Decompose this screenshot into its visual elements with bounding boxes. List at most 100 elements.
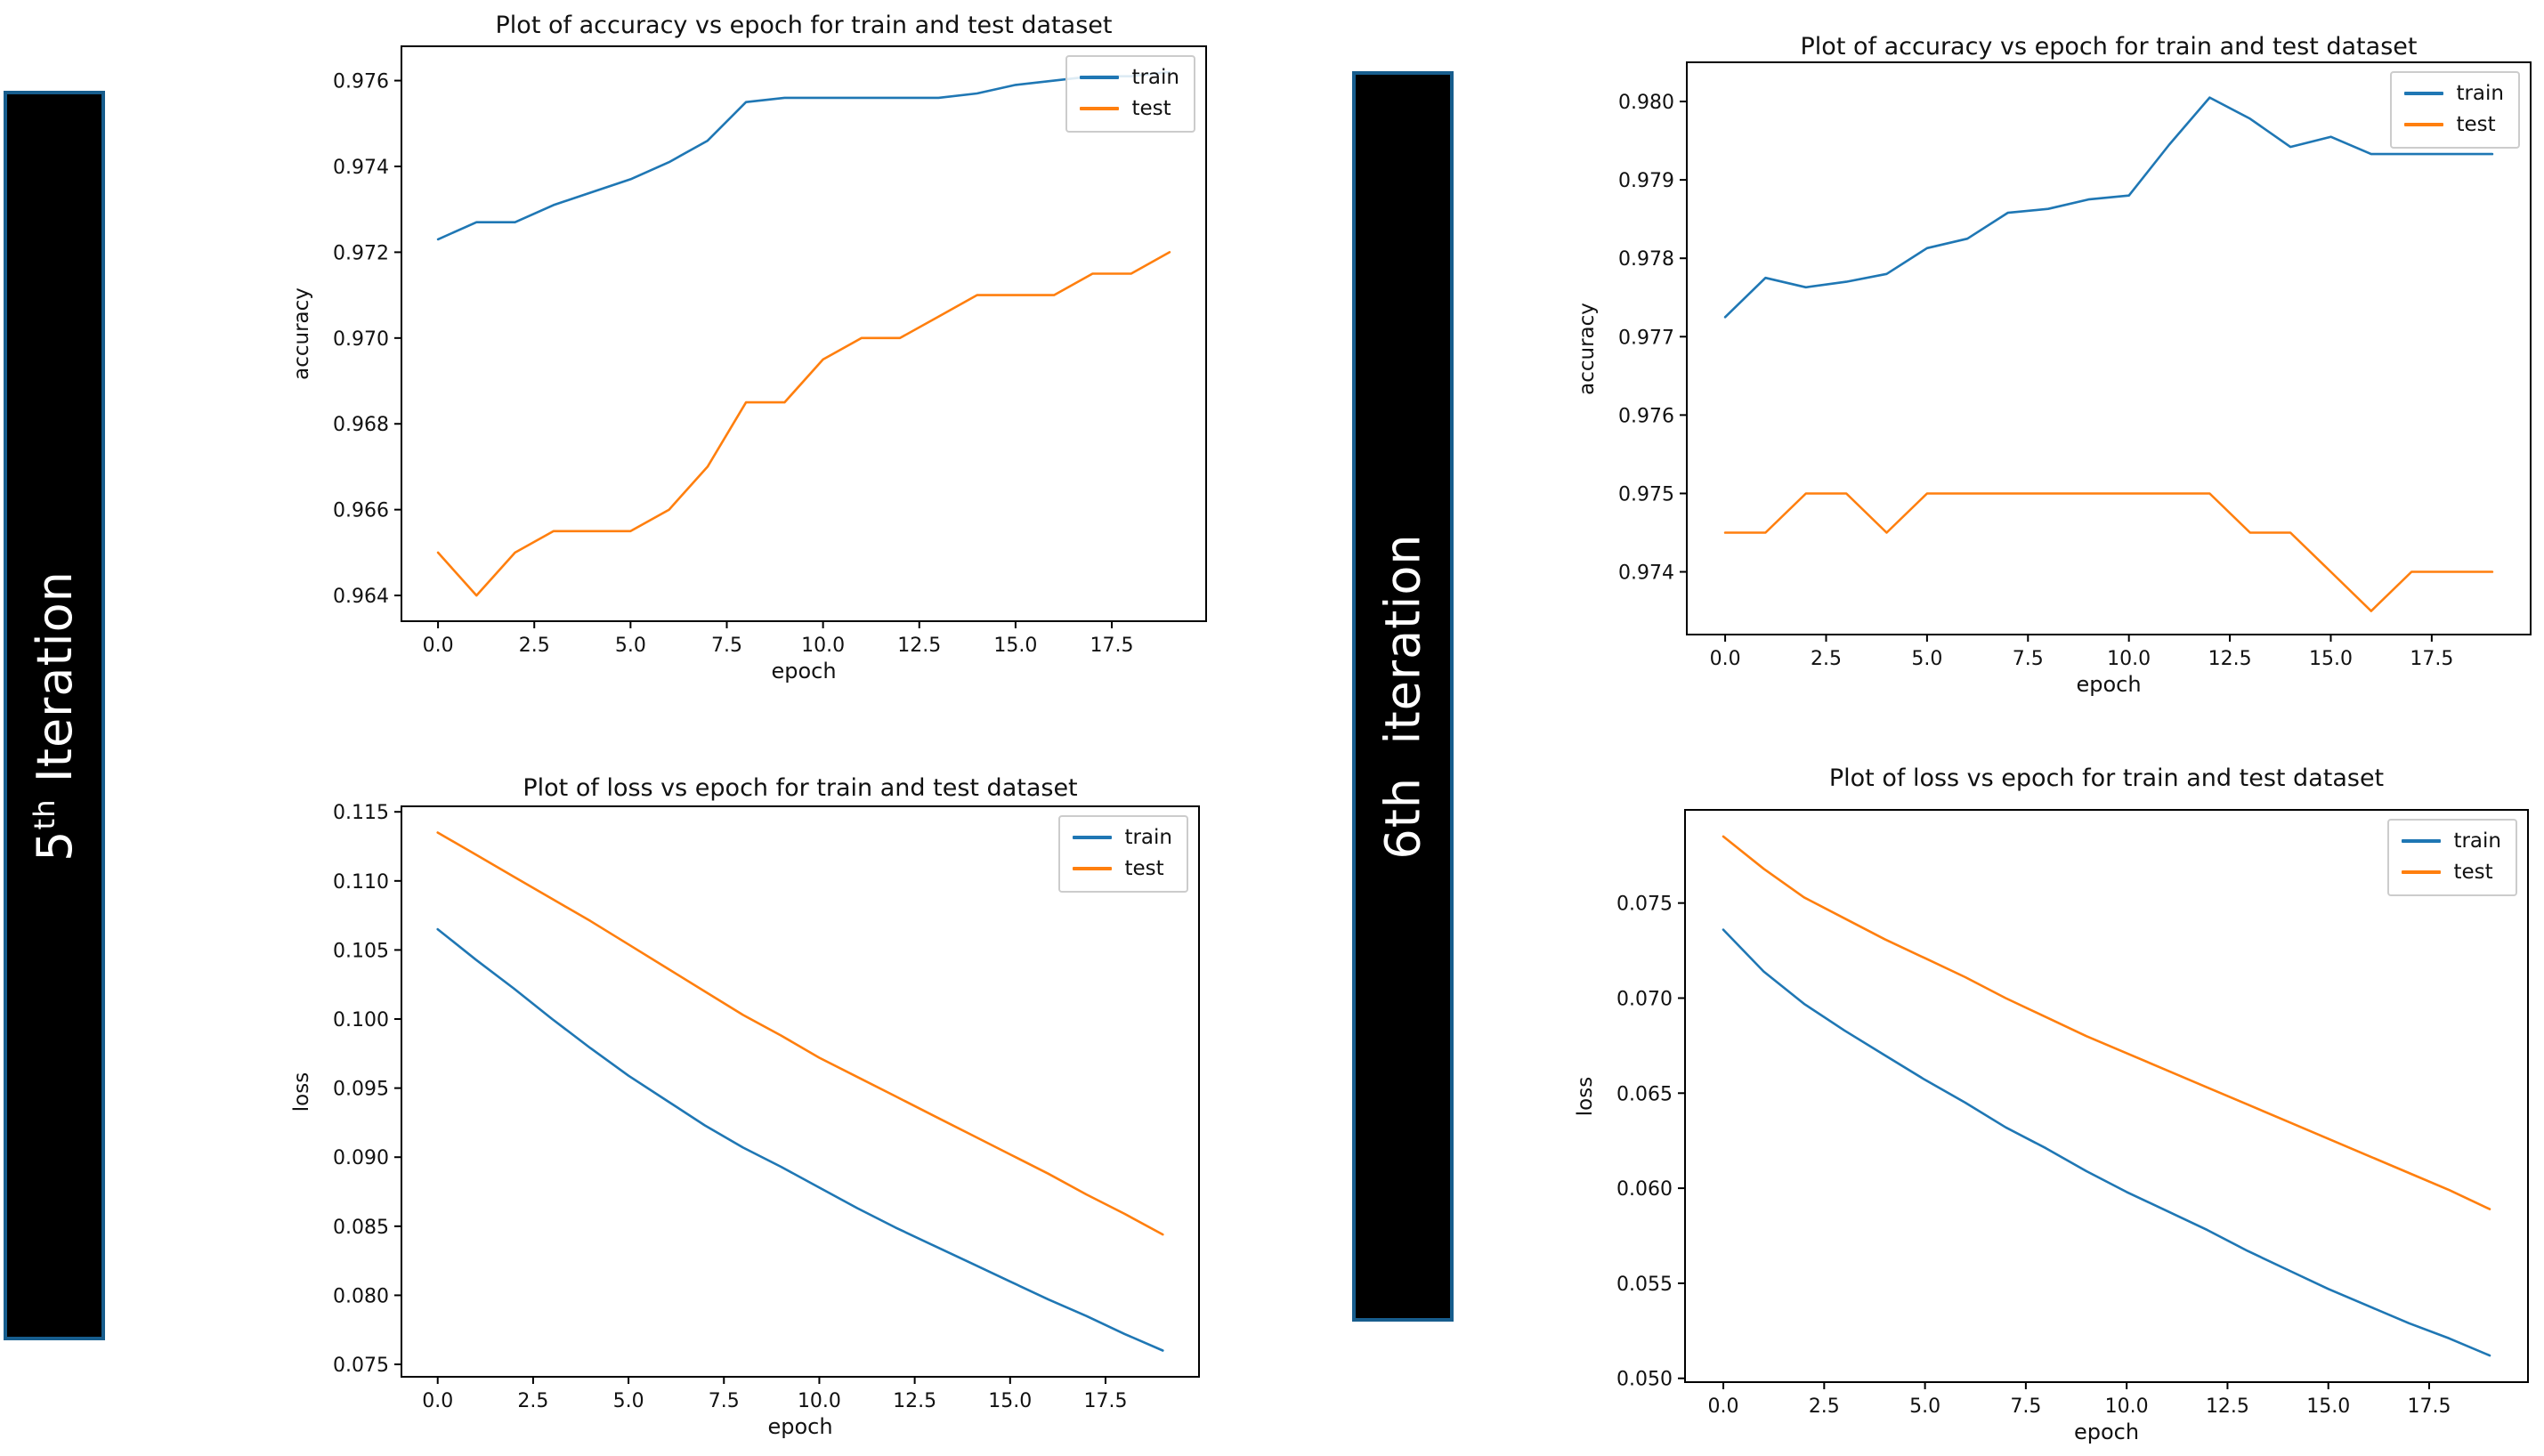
series-line-train: [436, 927, 1164, 1352]
y-tick-label: 0.977: [1618, 327, 1674, 349]
banner-label-number: 5: [26, 829, 83, 861]
legend-item-test: test: [2404, 113, 2504, 136]
x-tick-label: 7.5: [2010, 1395, 2041, 1418]
legend-label: train: [2456, 82, 2504, 105]
legend-item-train: train: [1080, 66, 1179, 89]
x-tick-label: 7.5: [709, 1390, 740, 1412]
banner-label-number: 6th: [1374, 776, 1431, 860]
legend-item-test: test: [1080, 97, 1179, 120]
x-tick-label: 15.0: [993, 635, 1037, 657]
legend-line-sample-train: [1080, 76, 1120, 79]
x-axis-label: epoch: [767, 1414, 833, 1439]
banner-label: 6th iteration: [1375, 533, 1431, 859]
x-tick-label: 12.5: [897, 635, 941, 657]
plot-area: 0.0 2.5 5.0 7.5 10.0 12.5 15.0 17.5 0.075 0.080 0.…: [333, 802, 1200, 1412]
y-tick-label: 0.976: [333, 71, 389, 93]
legend-line-sample-test: [1080, 107, 1120, 110]
chart-title: Plot of accuracy vs epoch for train and …: [1800, 33, 2418, 61]
banner-iteration-6: 6th iteration: [1352, 71, 1454, 1322]
x-tick-label: 10.0: [801, 635, 845, 657]
legend-label: test: [1124, 857, 1164, 880]
series-line-test: [436, 831, 1164, 1236]
x-tick-label: 15.0: [2309, 648, 2353, 670]
x-tick-label: 15.0: [988, 1390, 1032, 1412]
figure-loss-iteration5: Plot of loss vs epoch for train and test…: [263, 758, 1237, 1456]
y-tick-label: 0.968: [333, 414, 389, 436]
y-tick-label: 0.972: [333, 242, 389, 264]
legend: train test: [2390, 71, 2520, 149]
plot-area: 0.0 2.5 5.0 7.5 10.0 12.5 15.0 17.5 0.974 0.975 0.…: [1618, 61, 2532, 670]
y-tick-label: 0.964: [333, 586, 389, 608]
x-tick-label: 2.5: [517, 1390, 548, 1412]
legend-item-train: train: [1073, 826, 1172, 849]
legend-label: train: [1124, 826, 1172, 849]
y-tick-label: 0.055: [1616, 1274, 1673, 1296]
figure-accuracy-iteration6: Plot of accuracy vs epoch for train and …: [1553, 22, 2544, 703]
axes-spines: [401, 805, 1200, 1378]
x-axis-label: epoch: [2076, 672, 2142, 697]
x-tick-label: 12.5: [2208, 648, 2252, 670]
banner-label: 5th Iteration: [27, 570, 83, 861]
series-line-train: [436, 70, 1171, 241]
axes-spines: [1686, 61, 2532, 635]
plot-area: 0.0 2.5 5.0 7.5 10.0 12.5 15.0 17.5 0.050 0.055 0.…: [1616, 809, 2529, 1418]
x-tick-label: 5.0: [613, 1390, 644, 1412]
x-tick-label: 10.0: [2107, 648, 2151, 670]
legend-line-sample-train: [2404, 92, 2444, 95]
legend-label: test: [1131, 97, 1171, 120]
y-tick-label: 0.060: [1616, 1178, 1673, 1201]
y-tick-label: 0.075: [333, 1355, 389, 1377]
x-tick-label: 17.5: [2407, 1395, 2451, 1418]
figure-loss-iteration6: Plot of loss vs epoch for train and test…: [1553, 752, 2544, 1456]
y-tick-label: 0.976: [1618, 405, 1674, 427]
banner-label-word: Iteration: [26, 570, 83, 798]
x-tick-label: 17.5: [1083, 1390, 1127, 1412]
legend-line-sample-test: [2404, 123, 2444, 126]
plot-area: 0.0 2.5 5.0 7.5 10.0 12.5 15.0 17.5 0.964 0.966 0.…: [333, 45, 1207, 657]
x-tick-label: 7.5: [2013, 648, 2044, 670]
legend-item-train: train: [2404, 82, 2504, 105]
y-tick-label: 0.979: [1618, 170, 1674, 192]
y-tick-label: 0.075: [1616, 894, 1673, 916]
x-tick-label: 2.5: [1809, 1395, 1840, 1418]
legend-item-test: test: [1073, 857, 1172, 880]
series-line-test: [436, 251, 1171, 597]
x-tick-label: 0.0: [1710, 648, 1741, 670]
x-axis-label: epoch: [2073, 1420, 2140, 1444]
legend: train test: [1058, 815, 1188, 893]
y-tick-label: 0.974: [1618, 562, 1674, 585]
y-tick-label: 0.095: [333, 1079, 389, 1101]
x-tick-label: 17.5: [1090, 635, 1134, 657]
legend-line-sample-test: [2402, 870, 2442, 874]
series-line-test: [1723, 492, 2494, 612]
y-tick-label: 0.050: [1616, 1369, 1673, 1391]
series-line-test: [1722, 835, 2491, 1210]
y-tick-label: 0.070: [1616, 988, 1673, 1010]
banner-label-ordinal-suffix: th: [27, 797, 61, 830]
legend-line-sample-train: [2402, 839, 2442, 843]
y-tick-label: 0.975: [1618, 483, 1674, 506]
x-tick-label: 0.0: [423, 635, 454, 657]
y-tick-label: 0.980: [1618, 92, 1674, 114]
y-tick-label: 0.080: [333, 1285, 389, 1307]
legend-label: test: [2456, 113, 2496, 136]
y-tick-label: 0.110: [333, 871, 389, 894]
chart-title: Plot of accuracy vs epoch for train and …: [495, 12, 1113, 39]
x-tick-label: 7.5: [711, 635, 742, 657]
axes-spines: [1684, 809, 2529, 1383]
y-tick-label: 0.970: [333, 328, 389, 351]
x-tick-label: 2.5: [519, 635, 550, 657]
legend: train test: [2387, 819, 2517, 896]
banner-iteration-5: 5th Iteration: [4, 91, 105, 1340]
x-tick-label: 15.0: [2306, 1395, 2350, 1418]
x-tick-label: 5.0: [615, 635, 646, 657]
chart-title: Plot of loss vs epoch for train and test…: [523, 774, 1078, 802]
x-tick-label: 0.0: [422, 1390, 453, 1412]
y-tick-label: 0.974: [333, 157, 389, 179]
x-tick-label: 5.0: [1911, 648, 1942, 670]
legend-item-train: train: [2402, 829, 2501, 853]
x-tick-label: 5.0: [1909, 1395, 1940, 1418]
legend-line-sample-train: [1073, 836, 1113, 839]
legend-line-sample-test: [1073, 867, 1113, 870]
legend-label: train: [2453, 829, 2501, 853]
